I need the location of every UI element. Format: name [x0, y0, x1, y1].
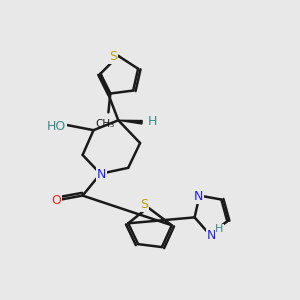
Text: N: N — [207, 229, 216, 242]
Text: N: N — [97, 168, 106, 181]
Text: N: N — [194, 190, 203, 203]
Text: H: H — [147, 115, 157, 128]
Polygon shape — [118, 120, 142, 124]
Text: CH₃: CH₃ — [96, 119, 115, 129]
Text: S: S — [109, 50, 117, 63]
Text: HO: HO — [47, 120, 67, 133]
Text: H: H — [215, 224, 224, 234]
Text: O: O — [51, 194, 61, 207]
Text: S: S — [140, 198, 148, 211]
